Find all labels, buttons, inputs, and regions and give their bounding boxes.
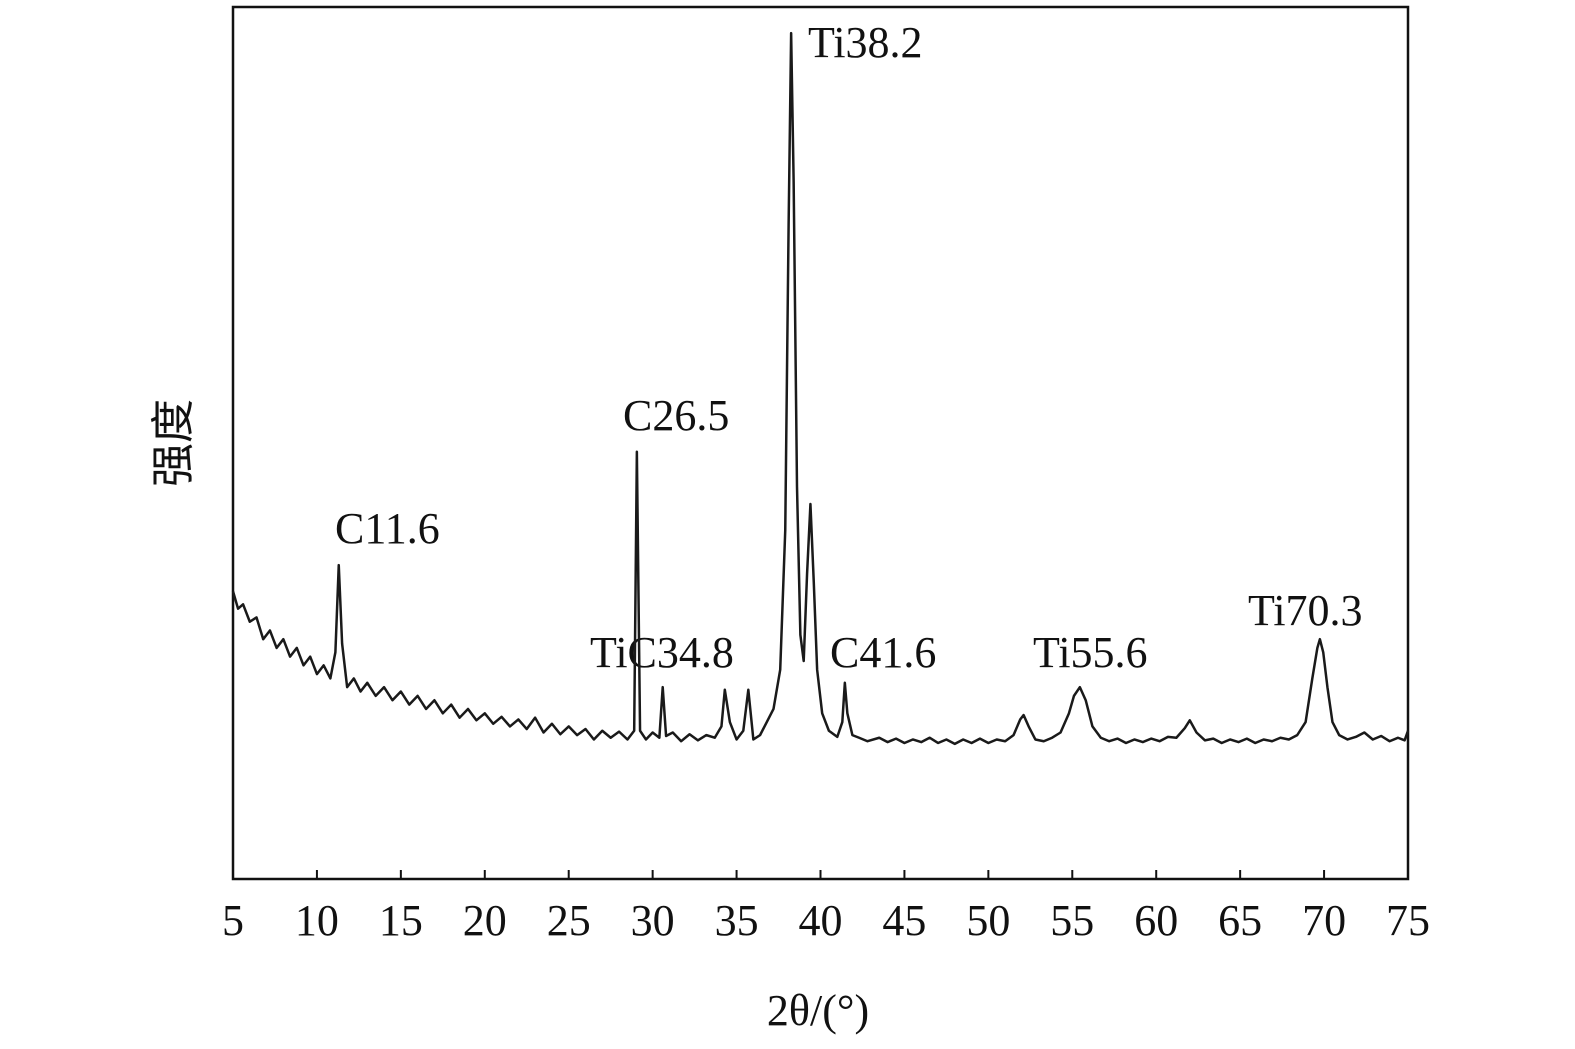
x-tick-label: 30 bbox=[631, 896, 675, 945]
x-tick-label: 40 bbox=[799, 896, 843, 945]
x-tick-label: 35 bbox=[715, 896, 759, 945]
x-tick-label: 5 bbox=[222, 896, 244, 945]
annotation: Ti55.6 bbox=[1033, 628, 1148, 677]
x-tick-label: 50 bbox=[966, 896, 1010, 945]
x-tick-label: 75 bbox=[1386, 896, 1430, 945]
x-axis-label: 2θ/(°) bbox=[767, 986, 869, 1035]
x-tick-label: 70 bbox=[1302, 896, 1346, 945]
x-tick-label: 25 bbox=[547, 896, 591, 945]
x-tick-label: 10 bbox=[295, 896, 339, 945]
x-tick-label: 65 bbox=[1218, 896, 1262, 945]
annotation: C26.5 bbox=[623, 391, 729, 440]
y-axis-label: 强度 bbox=[149, 399, 198, 487]
x-tick-label: 20 bbox=[463, 896, 507, 945]
annotation: TiC34.8 bbox=[590, 628, 734, 677]
annotation: Ti70.3 bbox=[1248, 586, 1363, 635]
data-line bbox=[231, 31, 1410, 746]
x-tick-label: 55 bbox=[1050, 896, 1094, 945]
annotation: Ti38.2 bbox=[808, 18, 923, 67]
x-tick-label: 15 bbox=[379, 896, 423, 945]
plot-frame bbox=[231, 5, 1410, 881]
x-tick-label: 60 bbox=[1134, 896, 1178, 945]
annotation: C41.6 bbox=[830, 628, 936, 677]
x-tick-label: 45 bbox=[882, 896, 926, 945]
annotation: C11.6 bbox=[335, 504, 440, 553]
